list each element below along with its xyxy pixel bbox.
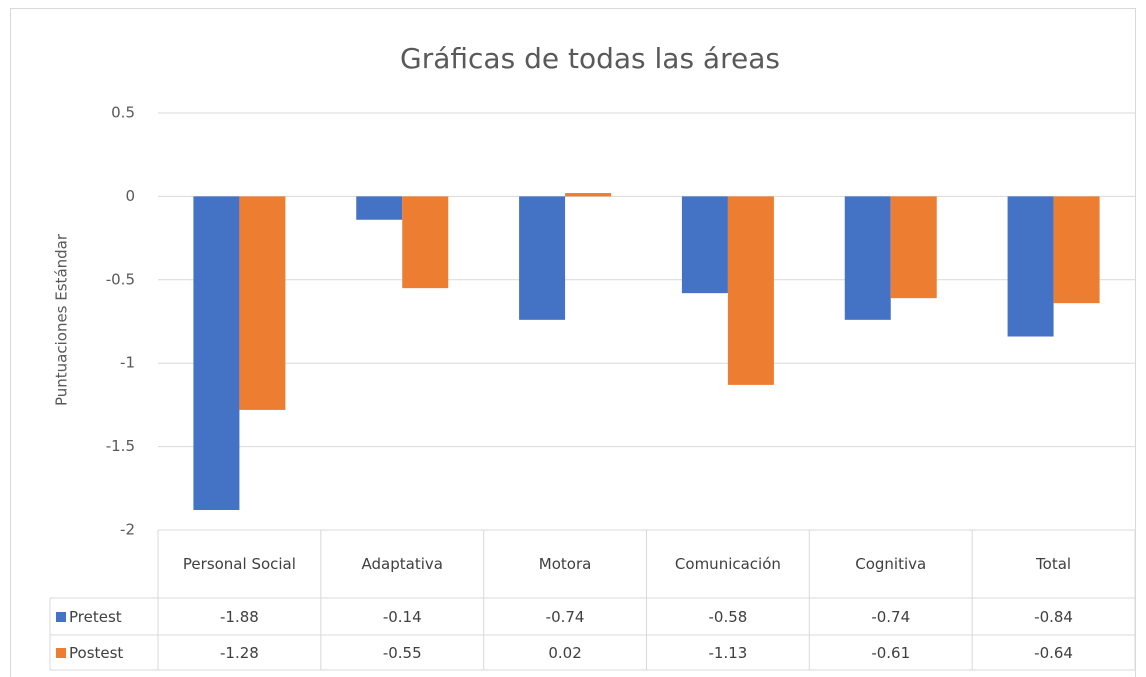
data-table-value: -1.28 <box>220 643 259 662</box>
data-table-value: -1.88 <box>220 607 259 626</box>
legend-label: Pretest <box>69 607 122 626</box>
x-tick-label: Motora <box>538 555 592 573</box>
x-tick-label: Cognitiva <box>855 555 927 573</box>
legend-swatch <box>56 611 66 622</box>
legend-item: Postest <box>50 635 158 670</box>
bar <box>239 196 286 410</box>
y-tick-label: 0.5 <box>111 104 135 122</box>
data-table-value: -0.58 <box>708 607 748 626</box>
data-table-value: -0.74 <box>545 607 585 626</box>
chart-title: Gráficas de todas las áreas <box>400 42 780 75</box>
x-tick-label: Personal Social <box>182 555 296 573</box>
bar <box>193 196 240 510</box>
bar <box>1053 196 1100 304</box>
y-tick-label: -1 <box>120 354 135 372</box>
data-table-value: -0.74 <box>871 607 911 626</box>
bar <box>519 196 566 320</box>
legend-swatch <box>56 647 66 658</box>
bar <box>1007 196 1054 337</box>
y-tick-label: -2 <box>120 521 135 539</box>
bar <box>890 196 937 299</box>
x-tick-label: Total <box>1036 555 1072 573</box>
bar <box>565 193 612 197</box>
data-table-value: -0.64 <box>1034 643 1073 662</box>
y-tick-label: -1.5 <box>106 437 135 455</box>
data-table-value: -0.55 <box>382 643 422 662</box>
data-table-value: -0.14 <box>382 607 422 626</box>
y-axis-label: Puntuaciones Estándar <box>53 233 71 406</box>
legend-item: Pretest <box>50 598 158 635</box>
data-table-value: 0.02 <box>548 643 582 662</box>
legend-label: Postest <box>69 643 124 662</box>
x-tick-label: Comunicación <box>674 555 781 573</box>
bar <box>844 196 891 320</box>
bar <box>402 196 449 289</box>
bar <box>727 196 774 385</box>
y-tick-label: 0 <box>125 187 135 205</box>
data-table-value: -1.13 <box>708 643 748 662</box>
data-table-value: -0.61 <box>871 643 911 662</box>
bar <box>681 196 728 294</box>
x-tick-label: Adaptativa <box>361 555 443 573</box>
bar <box>356 196 403 220</box>
y-tick-label: -0.5 <box>106 270 135 288</box>
data-table-value: -0.84 <box>1034 607 1073 626</box>
